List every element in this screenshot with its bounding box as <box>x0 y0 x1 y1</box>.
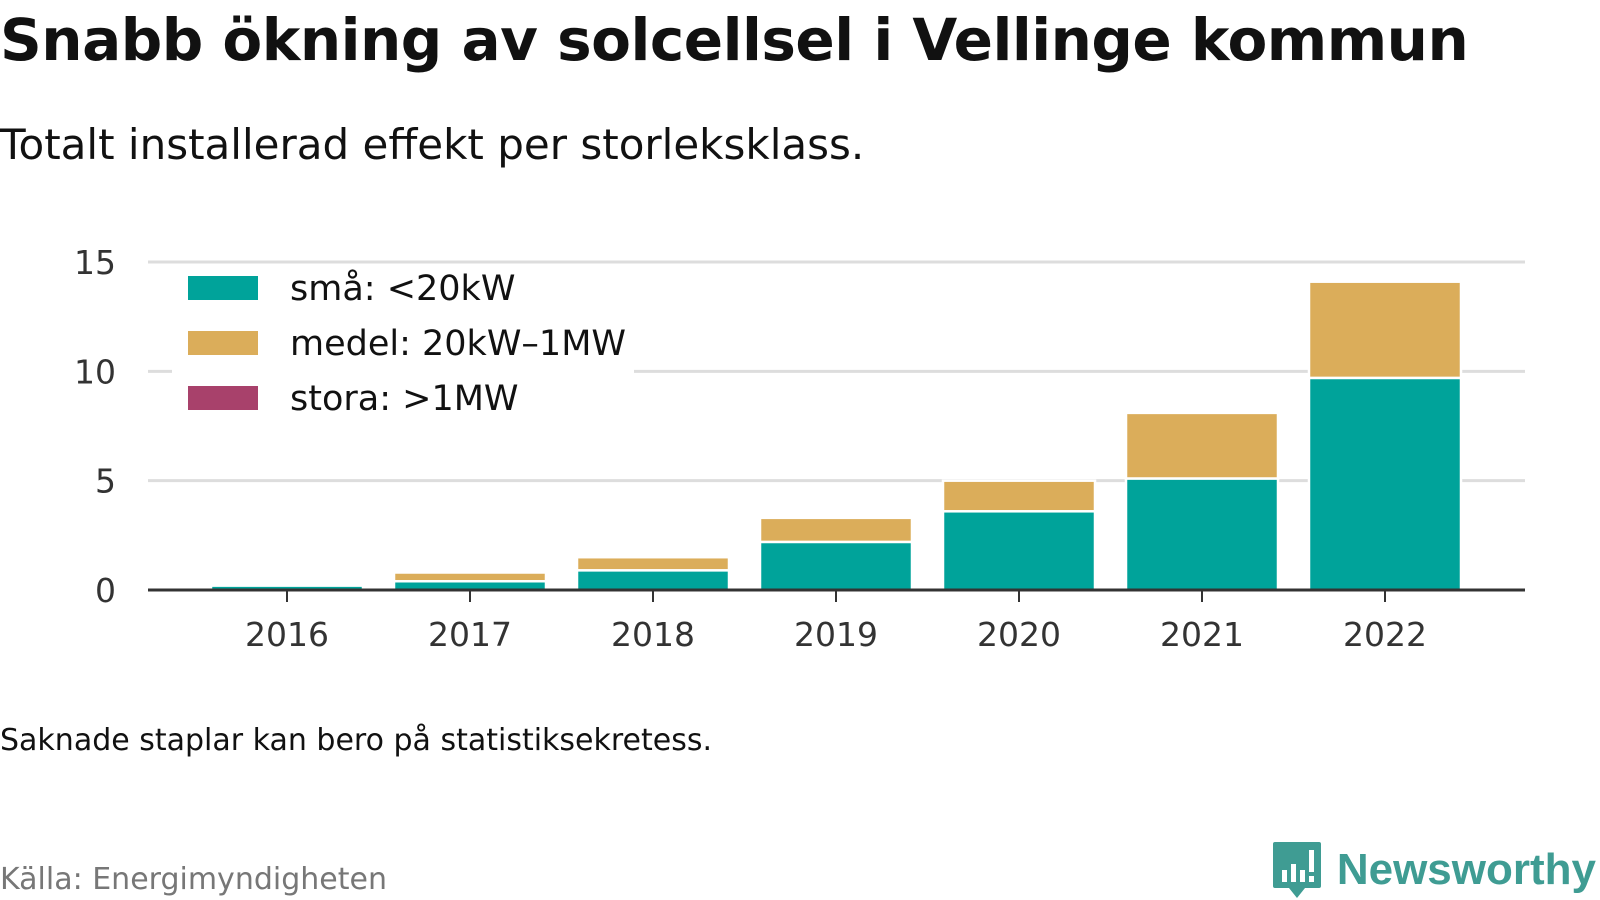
brand-name: Newsworthy <box>1336 845 1596 894</box>
x-tick-label: 2018 <box>611 615 695 654</box>
y-tick-label: 0 <box>95 571 116 610</box>
bar-segment <box>1307 280 1463 380</box>
legend-swatch <box>188 386 258 410</box>
x-tick-label: 2016 <box>245 615 329 654</box>
footnote: Saknade staplar kan bero på statistiksek… <box>0 723 713 758</box>
legend-label: stora: >1MW <box>290 379 519 419</box>
y-tick-label: 15 <box>74 243 116 282</box>
legend-label: medel: 20kW–1MW <box>290 324 626 364</box>
legend-label: små: <20kW <box>290 268 515 309</box>
x-tick-label: 2021 <box>1160 615 1244 654</box>
x-tick-label: 2017 <box>428 615 512 654</box>
chart-title: Snabb ökning av solcellsel i Vellinge ko… <box>0 6 1469 74</box>
newsworthy-chart-icon <box>1272 842 1321 898</box>
bar-segment <box>941 479 1097 513</box>
legend-swatch <box>188 276 258 300</box>
y-tick-label: 10 <box>74 352 116 391</box>
bar-segment <box>575 569 731 592</box>
chart-subtitle: Totalt installerad effekt per storlekskl… <box>0 120 865 169</box>
brand: Newsworthy <box>1271 840 1596 900</box>
bar-segment <box>1307 376 1463 592</box>
source-label: Källa: Energimyndigheten <box>0 862 387 897</box>
stacked-bar-chart: 0 5 10 15 2016 2017 2018 2019 2020 2021 2022 små: <… <box>74 243 1525 654</box>
x-tick-label: 2019 <box>794 615 878 654</box>
legend-swatch <box>188 331 258 355</box>
bar-segment <box>392 571 548 583</box>
bar-segment <box>758 516 914 544</box>
bar-segment <box>575 555 731 572</box>
y-tick-label: 5 <box>95 462 116 501</box>
bar-segment <box>1124 411 1280 480</box>
x-tick-label: 2022 <box>1343 615 1427 654</box>
bar-segment <box>941 510 1097 592</box>
bar-segment <box>1124 477 1280 592</box>
x-tick-label: 2020 <box>977 615 1061 654</box>
bar-segment <box>758 540 914 592</box>
